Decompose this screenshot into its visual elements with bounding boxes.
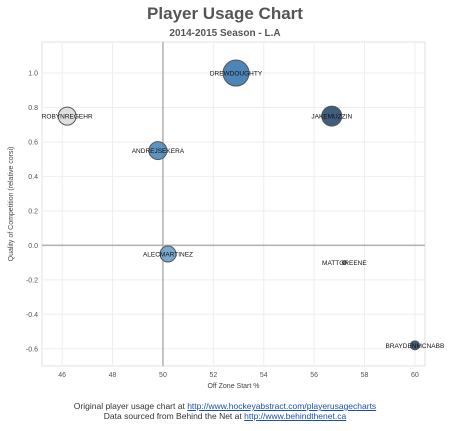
y-tick-label: 0.2: [28, 208, 38, 215]
y-tick-label: 0.4: [28, 174, 38, 181]
y-tick-label: 0.6: [28, 139, 38, 146]
player-point: [321, 105, 343, 127]
x-tick-label: 48: [109, 372, 117, 379]
plot-area: [41, 41, 426, 367]
x-axis-label: Off Zone Start %: [207, 383, 259, 390]
player-point: [341, 260, 347, 266]
player-label: ROBYNREGEHR: [42, 114, 93, 121]
y-tick-label: -0.6: [26, 346, 38, 353]
footer-text-2: Data sourced from Behind the Net at: [103, 411, 242, 421]
y-tick-label: 0.0: [28, 243, 38, 250]
footer-line-1: Original player usage chart at http://ww…: [0, 401, 450, 411]
x-tick-label: 56: [310, 372, 318, 379]
hockeyabstract-link[interactable]: http://www.hockeyabstract.com/playerusag…: [187, 401, 377, 411]
player-point: [159, 245, 177, 263]
x-tick-label: 58: [361, 372, 369, 379]
player-label: ALECMARTINEZ: [143, 251, 193, 258]
x-tick-label: 54: [260, 372, 268, 379]
y-tick-label: -0.4: [26, 312, 38, 319]
behindthenet-link[interactable]: http://www.behindthenet.ca: [244, 411, 347, 421]
player-point: [222, 59, 250, 87]
player-point: [57, 106, 77, 126]
chart-subtitle: 2014-2015 Season - L.A: [169, 28, 281, 39]
x-tick-label: 52: [209, 372, 217, 379]
player-label: JAKEMUZZIN: [311, 114, 352, 121]
player-label: ANDREJSEKERA: [132, 148, 185, 155]
player-label: MATTGREENE: [322, 260, 367, 267]
player-point: [409, 340, 420, 351]
player-point: [148, 141, 168, 161]
x-tick-label: 60: [411, 372, 419, 379]
footer-line-2: Data sourced from Behind the Net at http…: [0, 411, 450, 421]
y-axis-label: Quality of Competition (relative corsi): [8, 147, 15, 262]
player-label: BRAYDENMCNABB: [386, 343, 445, 350]
y-tick-label: 1.0: [28, 71, 38, 78]
y-tick-label: -0.2: [26, 277, 38, 284]
y-tick-label: 0.8: [28, 105, 38, 112]
player-label: DREWDOUGHTY: [210, 71, 263, 78]
x-tick-label: 50: [159, 372, 167, 379]
x-tick-label: 46: [58, 372, 66, 379]
chart-title: Player Usage Chart: [147, 4, 303, 23]
footer-text-1: Original player usage chart at: [73, 401, 185, 411]
